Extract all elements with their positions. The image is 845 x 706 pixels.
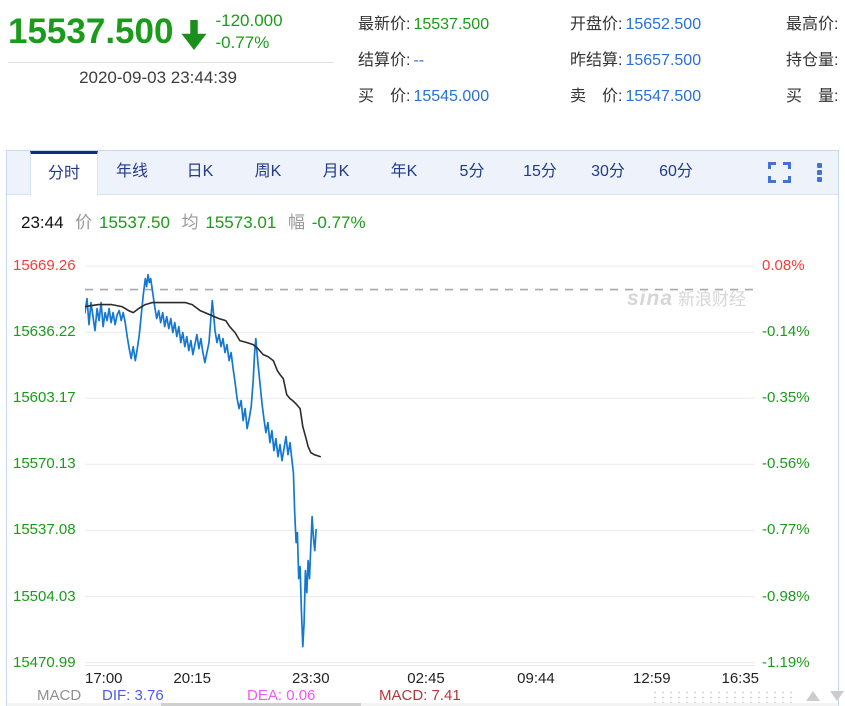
quote-summary: 15537.500 -120.000 -0.77% 2020-09-03 23:… <box>8 6 338 88</box>
y-axis-percent-label: -0.56% <box>762 455 810 473</box>
y-axis-price-label: 15603.17 <box>13 389 76 407</box>
sina-watermark-text: 新浪财经 <box>678 290 747 309</box>
readout-price: 15537.50 <box>99 213 170 232</box>
readout-range-label: 幅 <box>288 213 306 232</box>
y-axis-price-label: 15570.13 <box>13 455 76 473</box>
quote-value-prev-settle: 15657.500 <box>625 52 702 69</box>
price-change: -120.000 <box>215 11 283 30</box>
tab-yearly-k[interactable]: 年K <box>390 163 418 180</box>
quote-field-high: 最高价: <box>786 16 839 33</box>
scroll-up-icon[interactable] <box>806 691 820 701</box>
chart-panel: 分时 年线 日K 周K 月K 年K 5分 15分 30分 60分 23: <box>6 150 844 706</box>
readout-price-label: 价 <box>75 213 93 232</box>
horizontal-scrollbar-thumb[interactable] <box>161 703 361 706</box>
quote-field-ask: 卖 价: 15547.500 <box>570 88 702 105</box>
macd-dea-value: DEA: 0.06 <box>247 687 316 704</box>
price-axis: 15669.26 15636.22 15603.17 15570.13 15537.08… <box>13 251 83 671</box>
quote-column-3: 最高价: 持仓量: 买 量: <box>786 10 845 118</box>
last-price: 15537.500 <box>8 12 174 51</box>
more-options-kebab-icon[interactable] <box>817 163 822 182</box>
quote-field-last: 最新价: 15537.500 <box>358 16 490 33</box>
y-axis-price-label: 15636.22 <box>13 323 76 341</box>
sina-logo: sina <box>627 287 674 310</box>
x-axis-time-label: 17:00 <box>84 670 123 687</box>
y-axis-percent-label: -0.98% <box>762 587 810 605</box>
fullscreen-icon[interactable] <box>768 162 791 183</box>
quote-field-settle: 结算价: -- <box>358 52 425 69</box>
quote-field-prev-settle: 昨结算: 15657.500 <box>570 52 702 69</box>
y-axis-percent-label: 0.08% <box>762 257 805 275</box>
crosshair-readout: 23:44 价 15537.50 均 15573.01 幅 -0.77% <box>21 208 366 233</box>
x-axis-time-label: 23:30 <box>292 670 330 687</box>
horizontal-scrollbar-track[interactable] <box>7 703 838 706</box>
panel-resize-handle[interactable] <box>651 690 793 703</box>
period-tabbar: 分时 年线 日K 周K 月K 年K 5分 15分 30分 60分 <box>7 151 838 195</box>
y-axis-percent-label: -0.14% <box>762 323 810 341</box>
tab-daily-k[interactable]: 日K <box>186 163 214 180</box>
y-axis-price-label: 15669.26 <box>13 257 76 275</box>
macd-dif-value: DIF: 3.76 <box>102 687 164 704</box>
header-divider <box>8 62 334 63</box>
quote-field-bid-volume: 买 量: <box>786 88 839 105</box>
quote-field-bid: 买 价: 15545.000 <box>358 88 490 105</box>
quote-value-last: 15537.500 <box>413 16 490 33</box>
quote-column-1: 最新价: 15537.500 结算价: -- 买 价: 15545.000 <box>358 10 588 118</box>
quote-field-open: 开盘价: 15652.500 <box>570 16 702 33</box>
readout-avg-label: 均 <box>181 213 199 232</box>
y-axis-percent-label: -0.77% <box>762 521 810 539</box>
x-axis-time-label: 02:45 <box>407 670 445 687</box>
tab-year-line[interactable]: 年线 <box>115 163 148 180</box>
price-down-arrow-icon <box>181 20 207 55</box>
quote-column-2: 开盘价: 15652.500 昨结算: 15657.500 卖 价: 15547.50… <box>570 10 800 118</box>
quote-datetime: 2020-09-03 23:44:39 <box>79 68 237 87</box>
price-change-pct: -0.77% <box>215 33 270 52</box>
x-axis-time-label: 09:44 <box>517 670 555 687</box>
y-axis-price-label: 15537.08 <box>13 521 76 539</box>
x-axis-time-label: 20:15 <box>173 670 211 687</box>
quote-value-ask: 15547.500 <box>625 88 702 105</box>
tab-monthly-k[interactable]: 月K <box>322 163 350 180</box>
y-axis-percent-label: -0.35% <box>762 389 810 407</box>
y-axis-price-label: 15504.03 <box>13 587 76 605</box>
percent-axis: 0.08% -0.14% -0.35% -0.56% -0.77% -0.98% -1.19… <box>762 251 836 671</box>
x-axis-time-label: 12:59 <box>633 670 671 687</box>
tab-weekly-k[interactable]: 周K <box>254 163 282 180</box>
sina-watermark: sina 新浪财经 <box>627 285 746 311</box>
x-axis-time-label: 16:35 <box>721 670 760 687</box>
readout-time: 23:44 <box>21 213 64 232</box>
y-axis-percent-label: -1.19% <box>762 653 810 671</box>
tab-5min[interactable]: 5分 <box>459 163 485 180</box>
indicator-name[interactable]: MACD <box>37 687 82 704</box>
time-axis: 17:00 20:15 23:30 02:45 09:44 12:59 16:35 <box>84 670 759 688</box>
quote-field-open-interest: 持仓量: <box>786 52 839 69</box>
quote-value-settle: -- <box>413 52 425 69</box>
tab-60min[interactable]: 60分 <box>659 163 693 180</box>
tab-intraday[interactable]: 分时 <box>30 151 98 195</box>
scroll-down-icon[interactable] <box>830 691 844 701</box>
tab-30min[interactable]: 30分 <box>591 163 625 180</box>
macd-macd-value: MACD: 7.41 <box>379 687 461 704</box>
y-axis-price-label: 15470.99 <box>13 653 76 671</box>
quote-value-bid: 15545.000 <box>413 88 490 105</box>
tab-15min[interactable]: 15分 <box>523 163 557 180</box>
indicator-bar: MACD DIF: 3.76 DEA: 0.06 MACD: 7.41 <box>7 687 844 706</box>
quote-value-open: 15652.500 <box>625 16 702 33</box>
readout-pct: -0.77% <box>311 213 366 232</box>
readout-avg: 15573.01 <box>205 213 277 232</box>
intraday-chart[interactable] <box>84 251 755 666</box>
